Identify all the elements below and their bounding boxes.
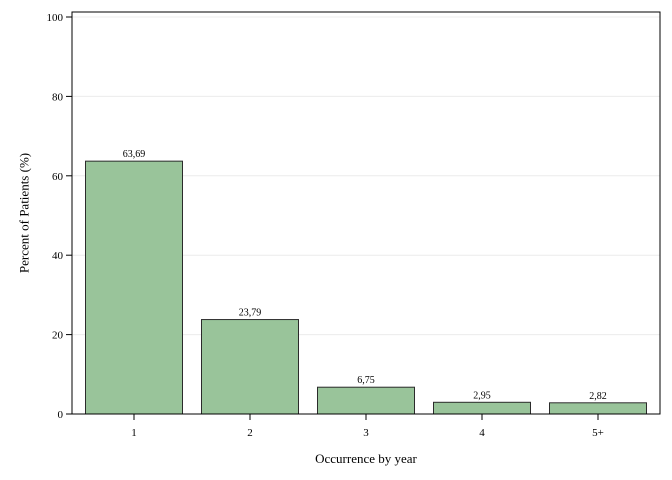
data-label: 6,75 [357, 375, 375, 386]
x-axis-title: Occurrence by year [315, 451, 417, 466]
bar [317, 386, 415, 415]
y-tick-label: 100 [47, 12, 64, 24]
axes: 1 2 3 4 5+ 0 20 40 60 80 100 [47, 11, 661, 439]
data-label: 23,79 [239, 308, 262, 319]
bars [85, 160, 647, 415]
x-tick-label: 4 [479, 427, 485, 439]
x-tick-label: 2 [247, 427, 253, 439]
y-tick-label: 40 [52, 250, 64, 262]
data-label: 2,82 [589, 391, 607, 402]
x-tick-label: 3 [363, 427, 369, 439]
data-label: 2,95 [473, 390, 491, 401]
bar [201, 319, 299, 415]
bar [85, 160, 183, 415]
bar [549, 402, 647, 415]
y-tick-label: 0 [58, 409, 64, 421]
y-tick-label: 60 [52, 171, 64, 183]
x-tick-label: 1 [131, 427, 137, 439]
bar [433, 401, 531, 415]
y-tick-label: 20 [52, 330, 64, 342]
y-tick-label: 80 [52, 91, 64, 103]
plot-frame [71, 11, 661, 415]
y-axis-title: Percent of Patients (%) [17, 153, 32, 273]
data-label: 63,69 [123, 149, 146, 160]
x-tick-label: 5+ [592, 427, 604, 439]
data-labels: 63,69 23,79 6,75 2,95 2,82 [123, 149, 607, 402]
